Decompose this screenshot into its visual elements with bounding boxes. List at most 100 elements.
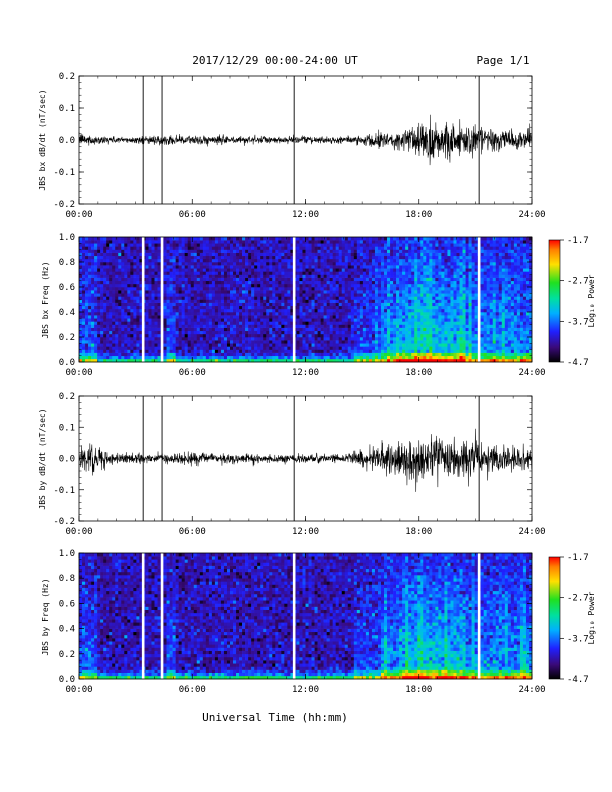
heatmap-cell: [169, 321, 173, 325]
heatmap-cell: [365, 308, 370, 313]
heatmap-cell: [414, 296, 418, 300]
heatmap-cell: [290, 268, 294, 272]
heatmap-cell: [109, 308, 113, 313]
heatmap-cell: [320, 280, 324, 285]
heatmap-cell: [199, 315, 204, 319]
heatmap-cell: [136, 315, 140, 319]
heatmap-cell: [272, 290, 276, 294]
heatmap-cell: [384, 330, 388, 335]
heatmap-cell: [233, 243, 237, 247]
heatmap-cell: [302, 337, 306, 341]
heatmap-cell: [236, 312, 240, 316]
heatmap-cell: [91, 274, 95, 278]
heatmap-cell: [223, 333, 228, 338]
heatmap-cell: [97, 352, 101, 357]
heatmap-cell: [127, 327, 131, 332]
heatmap-cell: [335, 258, 340, 263]
heatmap-cell: [368, 283, 373, 288]
heatmap-cell: [344, 315, 349, 319]
heatmap-cell: [438, 305, 442, 310]
heatmap-cell: [371, 240, 376, 244]
heatmap-cell: [402, 355, 406, 360]
heatmap-cell: [233, 268, 237, 272]
heatmap-cell: [151, 287, 155, 291]
heatmap-cell: [187, 340, 192, 344]
heatmap-cell: [175, 358, 179, 363]
heatmap-cell: [402, 340, 406, 344]
heatmap-cell: [341, 349, 346, 353]
heatmap-cell: [109, 349, 113, 353]
x-tick-label: 00:00: [65, 210, 92, 220]
heatmap-cell: [223, 283, 228, 288]
heatmap-cell: [202, 308, 207, 313]
heatmap-cell: [356, 327, 361, 332]
heatmap-cell: [211, 252, 216, 257]
heatmap-cell: [402, 262, 406, 266]
heatmap-cell: [127, 355, 131, 360]
heatmap-cell: [417, 265, 421, 269]
heatmap-cell: [344, 318, 349, 322]
heatmap-cell: [79, 255, 83, 260]
heatmap-cell: [362, 237, 367, 241]
heatmap-cell: [223, 287, 228, 291]
heatmap-cell: [130, 283, 134, 288]
heatmap-cell: [136, 340, 140, 344]
heatmap-cell: [332, 268, 336, 272]
heatmap-cell: [133, 252, 137, 257]
heatmap-cell: [193, 287, 198, 291]
heatmap-cell: [109, 252, 113, 257]
heatmap-cell: [145, 312, 149, 316]
heatmap-cell: [275, 346, 279, 350]
heatmap-cell: [208, 305, 213, 310]
heatmap-cell: [154, 293, 158, 297]
heatmap-cell: [441, 343, 445, 347]
heatmap-cell: [245, 327, 249, 332]
heatmap-cell: [121, 315, 125, 319]
heatmap-cell: [260, 280, 264, 285]
heatmap-cell: [145, 296, 149, 300]
heatmap-cell: [441, 355, 445, 360]
heatmap-cell: [133, 280, 137, 285]
heatmap-cell: [362, 358, 367, 363]
heatmap-cell: [396, 355, 400, 360]
heatmap-cell: [205, 240, 210, 244]
heatmap-cell: [432, 246, 436, 250]
heatmap-cell: [368, 340, 373, 344]
heatmap-cell: [136, 237, 140, 241]
heatmap-cell: [230, 308, 234, 313]
heatmap-cell: [193, 290, 198, 294]
heatmap-cell: [335, 268, 340, 272]
heatmap-cell: [242, 349, 246, 353]
heatmap-cell: [323, 274, 327, 278]
heatmap-cell: [308, 308, 312, 313]
heatmap-cell: [130, 280, 134, 285]
heatmap-cell: [414, 327, 418, 332]
heatmap-cell: [281, 265, 285, 269]
heatmap-cell: [405, 237, 409, 241]
heatmap-cell: [97, 333, 101, 338]
heatmap-cell: [426, 265, 430, 269]
heatmap-cell: [362, 343, 367, 347]
heatmap-cell: [320, 318, 324, 322]
heatmap-cell: [317, 340, 321, 344]
heatmap-cell: [350, 352, 355, 357]
heatmap-cell: [365, 246, 370, 250]
heatmap-cell: [97, 349, 101, 353]
heatmap-cell: [181, 346, 185, 350]
heatmap-cell: [199, 283, 204, 288]
heatmap-cell: [139, 240, 143, 244]
heatmap-cell: [381, 252, 385, 257]
heatmap-cell: [112, 271, 116, 275]
heatmap-cell: [417, 312, 421, 316]
heatmap-cell: [127, 308, 131, 313]
heatmap-cell: [290, 237, 294, 241]
heatmap-cell: [384, 296, 388, 300]
heatmap-cell: [344, 243, 349, 247]
heatmap-cell: [387, 346, 391, 350]
heatmap-cell: [381, 305, 385, 310]
heatmap-cell: [112, 330, 116, 335]
heatmap-cell: [408, 280, 412, 285]
heatmap-cell: [145, 333, 149, 338]
heatmap-cell: [163, 337, 167, 341]
heatmap-cell: [396, 324, 400, 328]
